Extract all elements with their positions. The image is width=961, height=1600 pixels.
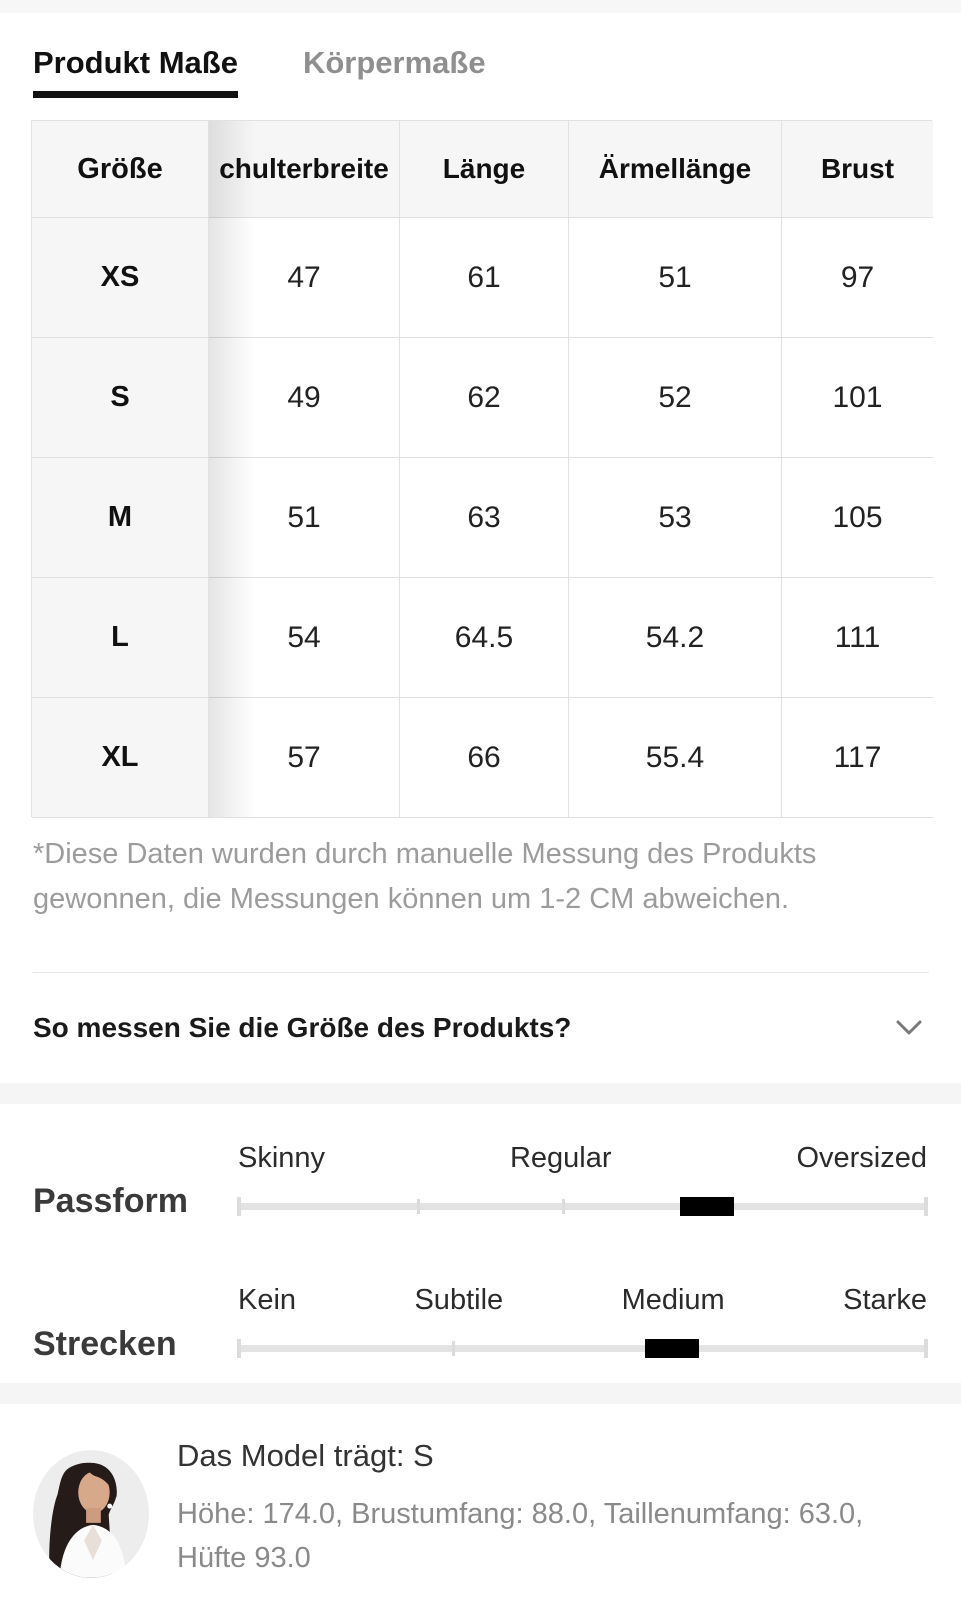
row-m-size: M <box>32 458 209 578</box>
measurement-disclaimer: *Diese Daten wurden durch manuelle Messu… <box>33 838 817 915</box>
row-l-laenge: 64.5 <box>400 578 569 698</box>
section-divider <box>33 972 929 973</box>
passform-track-end-cap <box>924 1197 928 1216</box>
strecken-track <box>237 1338 928 1359</box>
model-wears-title: Das Model trägt: S <box>177 1438 434 1473</box>
tab-koerpermasse[interactable]: Körpermaße <box>303 44 486 82</box>
strecken-slider: Kein Subtile Medium Starke <box>237 1284 928 1374</box>
size-tabs: Produkt Maße Körpermaße <box>33 44 486 98</box>
row-s-size: S <box>32 338 209 458</box>
row-xs-schulterbreite: 47 <box>209 218 400 338</box>
strecken-indicator <box>645 1339 700 1358</box>
passform-track-start-cap <box>237 1197 241 1216</box>
strecken-option-starke: Starke <box>843 1284 927 1316</box>
row-xs-size: XS <box>32 218 209 338</box>
size-table[interactable]: Größe chulterbreite Länge Ärmellänge Bru… <box>31 120 933 818</box>
strecken-label: Strecken <box>33 1325 177 1363</box>
passform-tick-2 <box>561 1199 565 1214</box>
passform-options: Skinny Regular Oversized <box>238 1142 927 1175</box>
how-to-measure-title: So messen Sie die Größe des Produkts? <box>33 1012 572 1043</box>
row-s-laenge: 62 <box>400 338 569 458</box>
row-xl-aermellaenge: 55.4 <box>569 698 782 818</box>
row-l-brust: 111 <box>782 578 933 698</box>
col-header-brust: Brust <box>782 121 933 218</box>
passform-option-skinny: Skinny <box>238 1142 326 1174</box>
strecken-option-medium: Medium <box>621 1284 725 1316</box>
row-s-aermellaenge: 52 <box>569 338 782 458</box>
passform-tick-1 <box>417 1199 421 1214</box>
passform-track-line <box>238 1203 927 1210</box>
row-m-aermellaenge: 53 <box>569 458 782 578</box>
strecken-options: Kein Subtile Medium Starke <box>238 1284 927 1317</box>
row-m-schulterbreite: 51 <box>209 458 400 578</box>
row-xl-size: XL <box>32 698 209 818</box>
tab-koerpermasse-label: Körpermaße <box>302 45 486 80</box>
strecken-tick-1 <box>451 1341 455 1356</box>
row-xs-laenge: 61 <box>400 218 569 338</box>
tab-produkt-masse-label: Produkt Maße <box>33 45 238 80</box>
passform-option-oversized: Oversized <box>796 1142 927 1174</box>
model-avatar <box>32 1450 150 1578</box>
row-xl-laenge: 66 <box>400 698 569 818</box>
passform-label: Passform <box>33 1182 188 1220</box>
strecken-option-kein: Kein <box>238 1284 297 1316</box>
col-header-schulterbreite: chulterbreite <box>209 121 400 218</box>
strecken-track-line <box>238 1345 927 1352</box>
passform-track <box>237 1196 928 1217</box>
strecken-track-start-cap <box>237 1339 241 1358</box>
how-to-measure-row[interactable]: So messen Sie die Größe des Produkts? <box>33 1008 929 1048</box>
strecken-option-subtile: Subtile <box>414 1284 504 1316</box>
chevron-down-icon[interactable] <box>896 1020 922 1036</box>
passform-option-regular: Regular <box>509 1142 612 1174</box>
row-m-brust: 105 <box>782 458 933 578</box>
tab-produkt-masse[interactable]: Produkt Maße <box>33 44 238 98</box>
row-m-laenge: 63 <box>400 458 569 578</box>
top-strip <box>0 0 961 13</box>
col-header-groesse: Größe <box>32 121 209 218</box>
passform-slider: Skinny Regular Oversized <box>237 1142 928 1232</box>
separator-band-top <box>0 1083 961 1104</box>
row-l-schulterbreite: 54 <box>209 578 400 698</box>
separator-band-bottom <box>0 1383 961 1404</box>
row-xl-brust: 117 <box>782 698 933 818</box>
row-l-size: L <box>32 578 209 698</box>
row-xs-brust: 97 <box>782 218 933 338</box>
col-header-laenge: Länge <box>400 121 569 218</box>
col-header-aermellaenge: Ärmellänge <box>569 121 782 218</box>
active-tab-underline <box>33 91 238 98</box>
strecken-track-end-cap <box>924 1339 928 1358</box>
row-l-aermellaenge: 54.2 <box>569 578 782 698</box>
model-measurements: Höhe: 174.0, Brustumfang: 88.0, Taillenu… <box>177 1498 864 1574</box>
row-xs-aermellaenge: 51 <box>569 218 782 338</box>
row-s-brust: 101 <box>782 338 933 458</box>
row-xl-schulterbreite: 57 <box>209 698 400 818</box>
passform-indicator <box>679 1197 734 1216</box>
row-s-schulterbreite: 49 <box>209 338 400 458</box>
